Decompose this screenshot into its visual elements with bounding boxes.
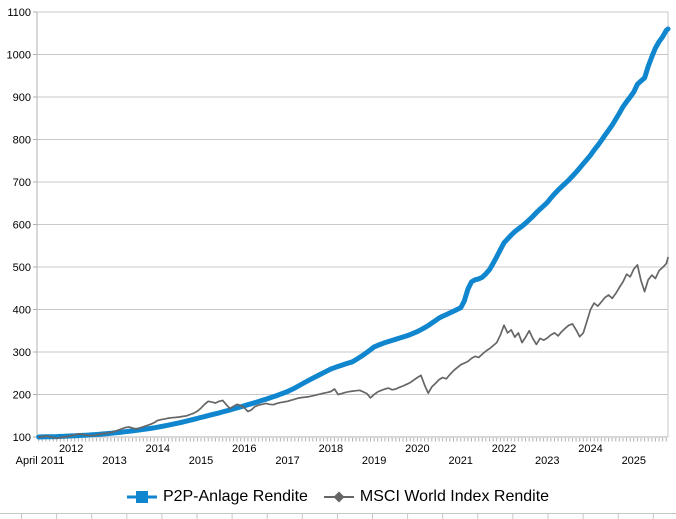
x-axis-label: 2023 <box>535 455 559 467</box>
gridlines <box>33 11 668 438</box>
x-axis-label: 2013 <box>102 455 126 467</box>
x-axis-label: 2020 <box>405 443 429 455</box>
y-axis-label: 200 <box>13 390 31 402</box>
axes <box>36 11 669 438</box>
legend-label-p2p: P2P-Anlage Rendite <box>162 488 308 505</box>
y-axis-label: 1000 <box>7 50 31 62</box>
y-axis-label: 400 <box>13 305 31 317</box>
y-axis-label: 700 <box>13 177 31 189</box>
p2p-legend-marker <box>126 491 157 503</box>
msci-legend-marker <box>323 491 354 503</box>
x-axis-label: 2014 <box>146 443 170 455</box>
y-axis-labels: 100 200 300 400 500 600 700 800 900 1000 1100 <box>7 7 31 444</box>
x-axis-label: 2015 <box>189 455 213 467</box>
x-axis-label: 2017 <box>275 455 299 467</box>
x-axis-label: 2019 <box>362 455 386 467</box>
x-axis-label: 2018 <box>319 443 343 455</box>
x-axis-label: 2022 <box>492 443 516 455</box>
y-axis-label: 600 <box>13 220 31 232</box>
chart-legend: P2P-Anlage Rendite MSCI World Index Rend… <box>0 484 676 510</box>
msci-series-line <box>37 256 669 440</box>
y-axis-label: 1100 <box>7 7 31 19</box>
y-axis-label: 900 <box>13 92 31 104</box>
legend-item-p2p: P2P-Anlage Rendite <box>126 488 308 506</box>
x-minor-ticks <box>38 438 667 442</box>
y-axis-label: 100 <box>13 432 31 444</box>
y-axis-label: 500 <box>13 262 31 274</box>
x-axis-label: 2021 <box>448 455 472 467</box>
spreadsheet-cell-borders <box>0 513 676 519</box>
y-axis-label: 300 <box>13 347 31 359</box>
x-axis-label: 2016 <box>232 443 256 455</box>
p2p-series-line <box>36 26 671 440</box>
legend-item-msci: MSCI World Index Rendite <box>323 488 550 506</box>
x-axis-label: April 2011 <box>16 455 65 467</box>
y-axis-label: 800 <box>13 135 31 147</box>
x-axis-label: 2012 <box>59 443 83 455</box>
x-axis-labels: 2012 2014 2016 2018 2020 2022 2024 April 2011 20… <box>16 443 646 467</box>
x-axis-label: 2025 <box>622 455 646 467</box>
x-axis-label: 2024 <box>578 443 602 455</box>
legend-label-msci: MSCI World Index Rendite <box>359 488 550 505</box>
